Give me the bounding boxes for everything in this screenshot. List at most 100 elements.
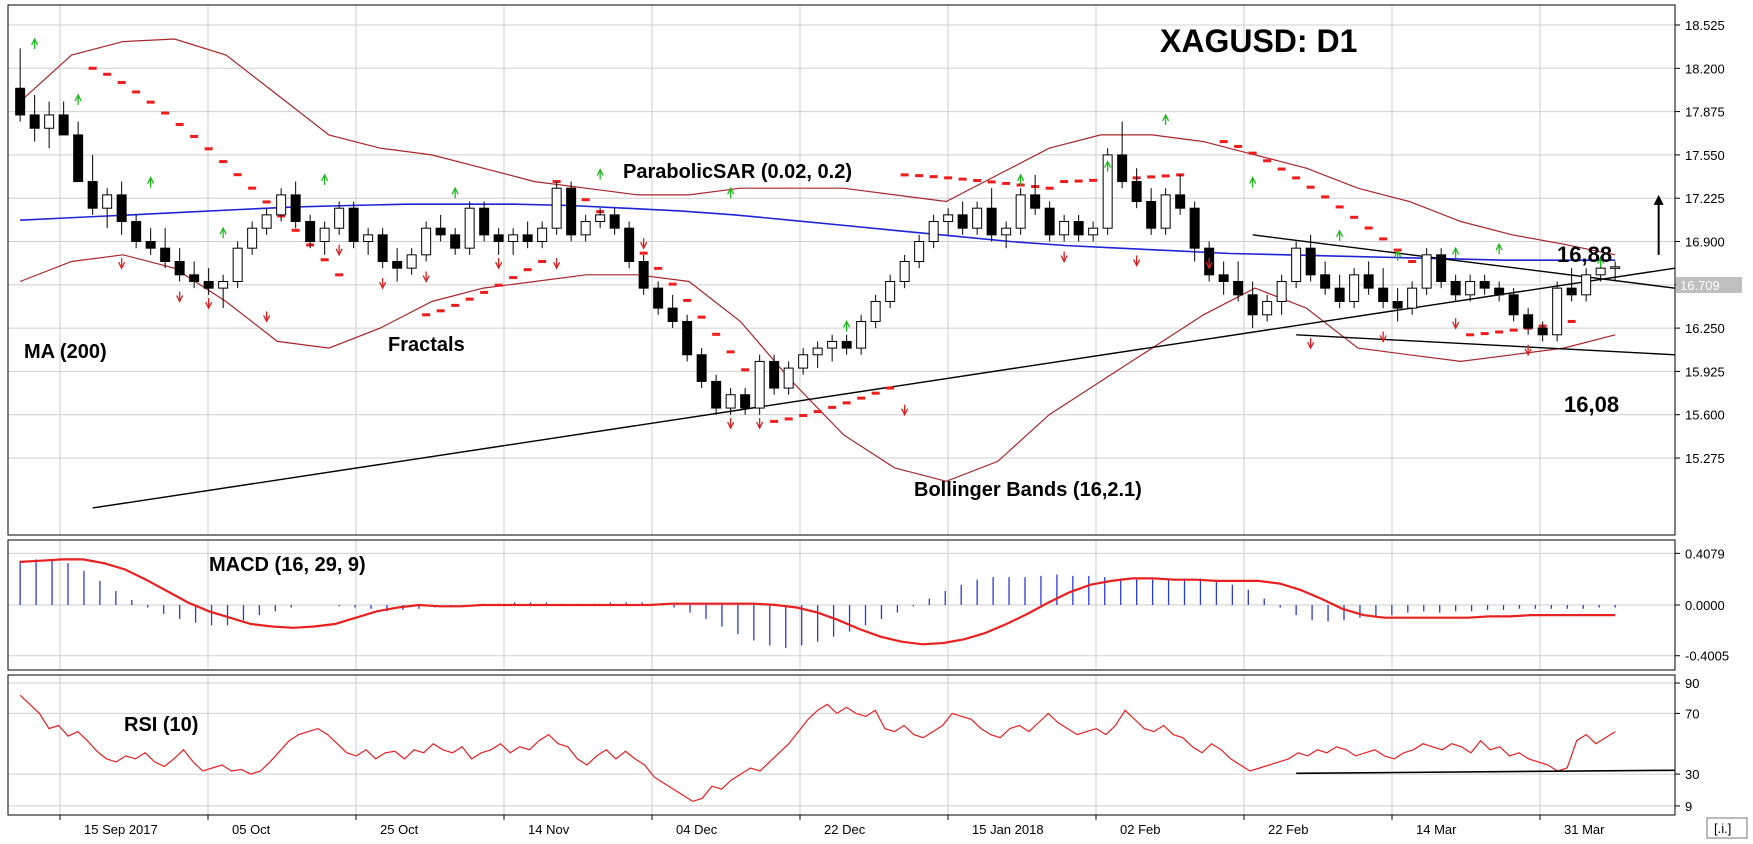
candle-body (421, 227, 432, 256)
sar-dot (494, 283, 503, 287)
candle-body (609, 214, 620, 229)
candle-body (769, 360, 780, 389)
sar-dot (1219, 140, 1228, 144)
candle-body (725, 394, 736, 409)
macd-signal (20, 558, 1616, 646)
candle-body (1537, 327, 1548, 336)
candle-body (189, 274, 200, 282)
candle-body (522, 234, 533, 243)
fractal-up (31, 37, 39, 46)
macd-signal-line (20, 558, 1616, 646)
sar-dot (291, 228, 300, 232)
candle-body (1305, 247, 1316, 276)
fractals (31, 37, 1605, 430)
time-tick-label: 31 Mar (1564, 822, 1605, 837)
candle-body (1276, 280, 1287, 302)
ma-label: MA (200) (24, 341, 107, 363)
sar-dot (712, 332, 721, 336)
candle-body (102, 194, 113, 209)
price-tick-label: 18.200 (1685, 61, 1725, 76)
sar-dot (741, 368, 750, 372)
candle-body (537, 227, 548, 243)
macd-tick-label: 0.0000 (1685, 598, 1725, 613)
candle-body (1363, 274, 1374, 289)
fractal-up (451, 186, 459, 195)
sar-dot (987, 180, 996, 184)
candle-body (653, 287, 664, 309)
sar-dot (726, 350, 735, 354)
fractal-up (596, 168, 604, 176)
fractal-down (379, 281, 387, 290)
rsi-trendline (1296, 769, 1676, 775)
rsi-label: RSI (10) (124, 714, 198, 736)
candle-body (116, 194, 127, 223)
fractal-down (422, 275, 430, 283)
price-axis: 18.52518.20017.87517.55017.22516.90016.5… (1675, 18, 1725, 466)
candlesticks (15, 48, 1621, 415)
bollinger-lower (19, 254, 1616, 482)
candle-body (812, 347, 823, 356)
rsi-tick-label: 9 (1685, 799, 1692, 814)
candle-body (73, 134, 84, 183)
candle-body (334, 207, 345, 229)
candle-body (1073, 221, 1084, 236)
sar-dot (1379, 237, 1388, 241)
candle-body (479, 207, 490, 236)
macd-tick-label: 0.4079 (1685, 546, 1725, 561)
candle-body (1262, 300, 1273, 316)
sar-dot (944, 176, 953, 180)
price-tick-label: 17.875 (1685, 105, 1725, 120)
rsi-tick-label: 30 (1685, 767, 1699, 782)
candle-body (1291, 247, 1302, 282)
candle-body (1059, 221, 1070, 236)
candle-body (972, 207, 983, 229)
sar-dot (813, 410, 822, 414)
fractal-up (1162, 113, 1170, 122)
info-button-label: [.i.] (1714, 821, 1731, 836)
bollinger-upper (19, 38, 1616, 256)
sar-dot (900, 173, 909, 177)
sar-label: ParabolicSAR (0.02, 0.2) (623, 161, 852, 183)
candle-body (928, 221, 939, 243)
time-tick-label: 02 Feb (1120, 822, 1160, 837)
candle-body (377, 234, 388, 262)
sar-dot (1306, 185, 1315, 189)
time-axis: 15 Sep 2017 05 Oct 25 Oct 14 Nov 04 Dec 22 De… (59, 815, 1605, 837)
candle-body (885, 280, 896, 302)
candle-body (508, 234, 519, 243)
resistance-label: 16,88 (1557, 242, 1612, 267)
sar-dot (842, 401, 851, 405)
sar-dot (320, 258, 329, 262)
bollinger-bands (19, 38, 1616, 482)
candle-body (624, 227, 635, 262)
rsi-axis: 90 70 30 9 (1675, 676, 1699, 814)
current-price-marker (1676, 277, 1742, 293)
candle-body (667, 307, 678, 322)
sar-dot (175, 122, 184, 126)
info-button[interactable] (1706, 817, 1748, 839)
candle-body (218, 280, 229, 289)
price-tick-label: 15.275 (1685, 451, 1725, 466)
time-tick-label: 22 Feb (1268, 822, 1308, 837)
fractal-down (1133, 259, 1141, 267)
sar-dot (770, 419, 779, 423)
sar-dot (929, 175, 938, 179)
candle-body (1218, 274, 1229, 282)
macd-grid (8, 540, 1675, 670)
candle-body (261, 214, 272, 229)
sar-dot (871, 391, 880, 395)
candle-body (1595, 267, 1606, 276)
candle-body (232, 247, 243, 282)
candle-body (682, 320, 693, 356)
candle-body (406, 254, 417, 269)
candle-body (1189, 207, 1200, 249)
trendline (1252, 234, 1676, 289)
candle-body (174, 260, 185, 276)
candle-body (841, 340, 852, 349)
candle-body (1233, 280, 1244, 296)
candle-body (44, 114, 55, 129)
candle-body (1523, 314, 1534, 329)
sar-dot (1466, 333, 1475, 337)
candle-body (1552, 287, 1563, 336)
sar-dot (161, 111, 170, 115)
